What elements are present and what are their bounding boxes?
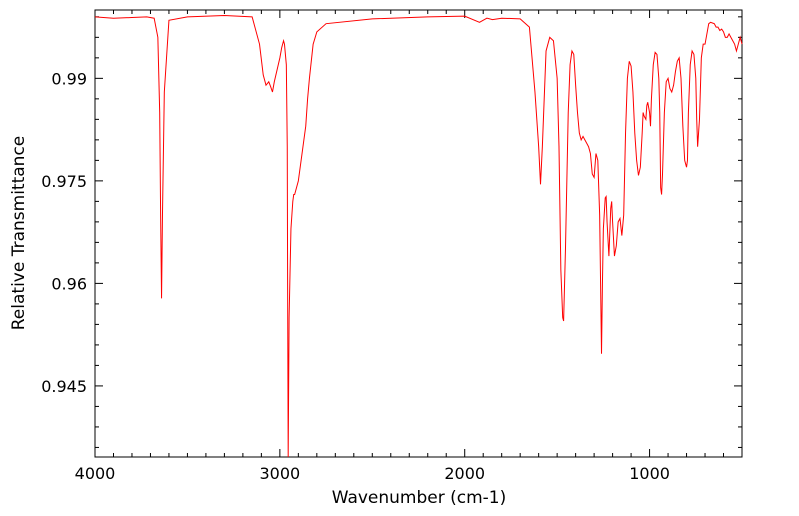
- y-axis-title: Relative Transmittance: [9, 136, 29, 331]
- axis-tick-labels: 4000 3000 2000 1000 0.99 0.975 0.96 0.945: [41, 69, 670, 483]
- y-tick-label: 0.945: [41, 377, 87, 396]
- y-tick-label: 0.96: [51, 274, 87, 293]
- x-tick-label: 3000: [259, 464, 300, 483]
- y-tick-label: 0.99: [51, 69, 87, 88]
- axis-ticks: [94, 10, 743, 457]
- spectrum-line: [94, 14, 743, 458]
- x-tick-label: 2000: [444, 464, 485, 483]
- x-tick-label: 4000: [75, 464, 116, 483]
- x-tick-label: 1000: [629, 464, 670, 483]
- x-axis-title: Wavenumber (cm-1): [332, 488, 507, 508]
- y-tick-label: 0.975: [41, 172, 87, 191]
- plot-frame: [94, 9, 743, 458]
